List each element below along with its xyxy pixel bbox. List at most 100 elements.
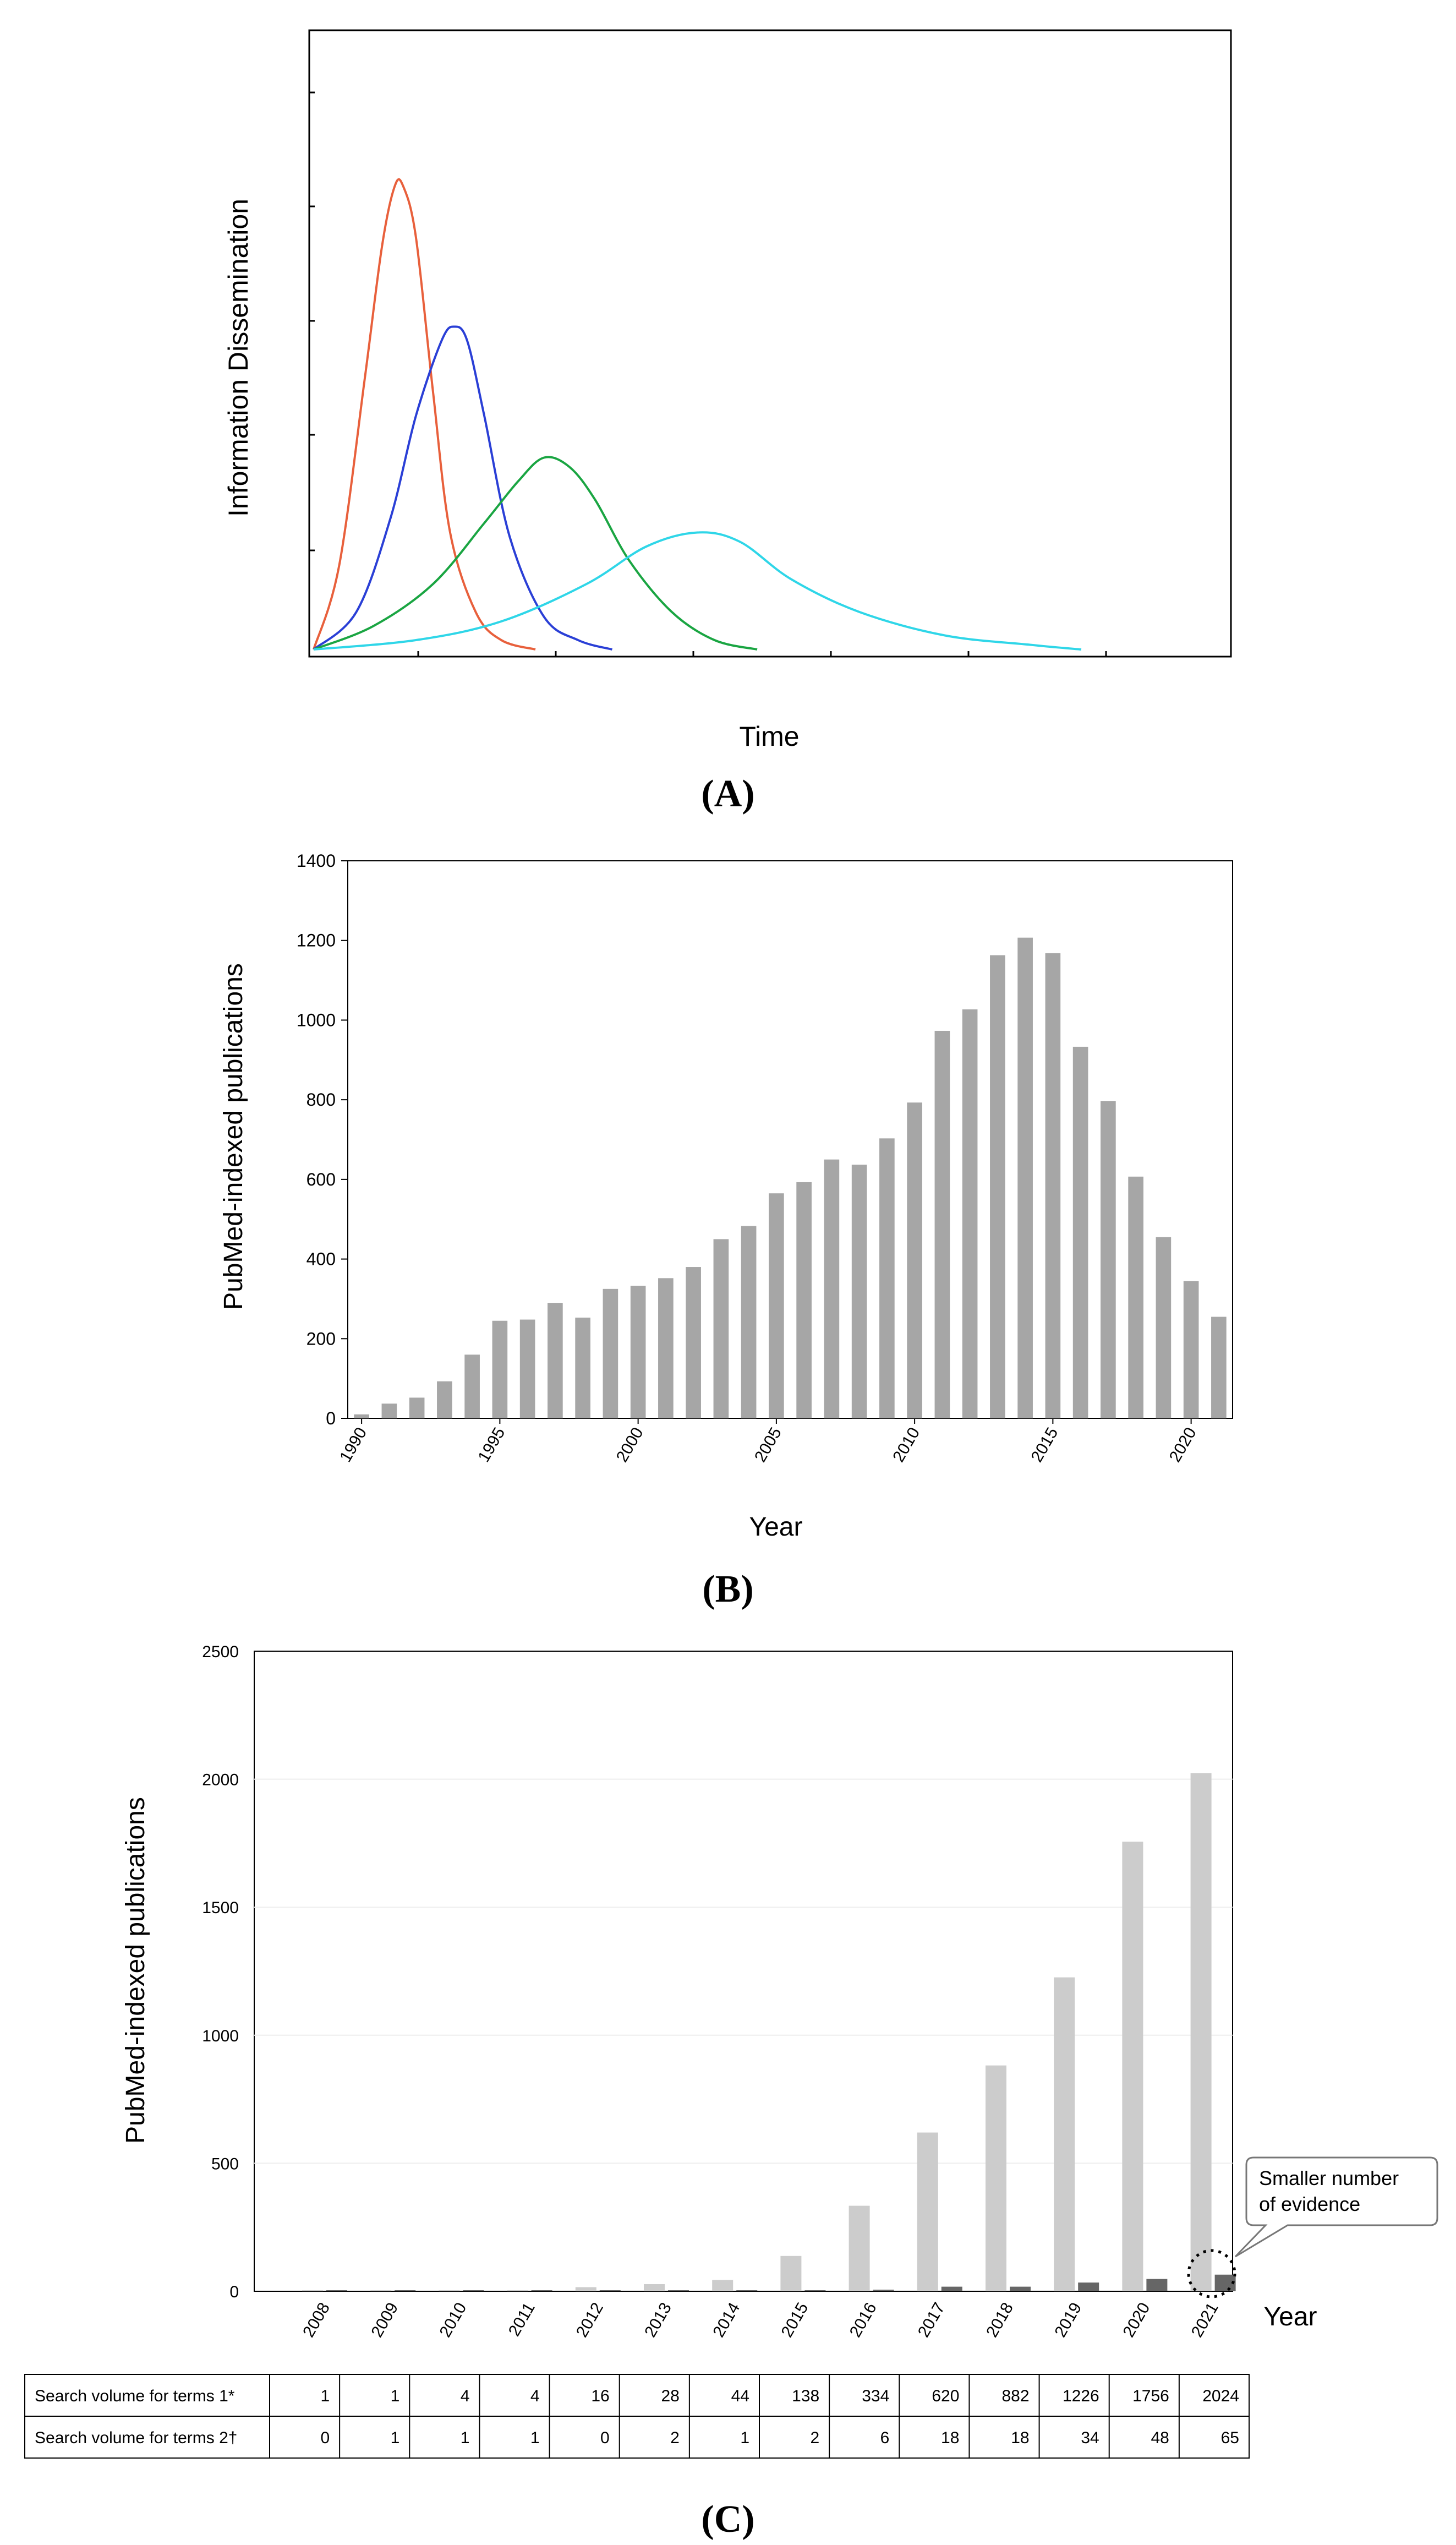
table-cell: 2 — [670, 2429, 680, 2447]
panel-b-xtick-label: 1990 — [336, 1424, 370, 1465]
panel-b-ytick-label: 200 — [306, 1329, 336, 1348]
panel-b-bar — [658, 1278, 674, 1418]
panel-b-x-ticks: 1990 1995 2000 2005 2010 2015 2020 — [336, 1418, 1200, 1465]
panel-c-ytick-label: 0 — [229, 2283, 239, 2301]
panel-b-bar — [548, 1303, 563, 1418]
panel-b-bar — [934, 1030, 950, 1418]
table-cell: 34 — [1081, 2429, 1099, 2447]
panel-c-xtick-label: 2016 — [846, 2300, 880, 2340]
panel-c-ytick-label: 2500 — [202, 1643, 239, 1661]
panel-c-label: (C) — [701, 2498, 754, 2541]
table-cell: 1226 — [1063, 2387, 1099, 2405]
panel-a-curve-4 — [313, 531, 1082, 651]
panel-c-bar-series-1 — [302, 2290, 323, 2291]
table-cell: 18 — [941, 2429, 959, 2447]
panel-b-bar — [381, 1403, 397, 1418]
panel-c-bar-series-1 — [712, 2280, 734, 2291]
panel-b-bar — [1072, 1046, 1088, 1418]
panel-b-bar — [603, 1288, 618, 1418]
table-cell: 1 — [320, 2387, 330, 2405]
panel-c-bar-series-2 — [326, 2290, 347, 2291]
panel-a-curves — [313, 178, 1082, 651]
panel-b-xtick-label: 2005 — [751, 1424, 785, 1465]
panel-c-bar-series-2 — [1146, 2279, 1168, 2291]
table-cell: 882 — [1002, 2387, 1030, 2405]
panel-b-bar — [519, 1319, 535, 1418]
panel-b: 0 200 400 600 800 1000 1200 1400 1990 1995 2000 20… — [219, 851, 1233, 1610]
panel-c-bar-series-1 — [849, 2205, 870, 2291]
panel-c-annotation: Smaller number of evidence — [1187, 2156, 1438, 2298]
panel-c-bar-series-2 — [599, 2290, 621, 2291]
panel-b-plot-frame — [347, 860, 1233, 1419]
panel-a-label: (A) — [701, 773, 754, 815]
panel-b-bar — [879, 1138, 895, 1418]
panel-c-plot-frame — [254, 1651, 1233, 2292]
table-cell: 65 — [1221, 2429, 1239, 2447]
panel-c-bar-series-2 — [736, 2290, 758, 2291]
panel-b-bar — [1101, 1101, 1116, 1418]
panel-b-bar — [492, 1320, 508, 1418]
panel-c-data-table: Search volume for terms 1* 1 1 4 4 16 28 44 138 3… — [24, 2374, 1250, 2459]
table-cell: 334 — [862, 2387, 889, 2405]
panel-c-ytick-label: 1500 — [202, 1899, 239, 1917]
panel-b-ytick-label: 1200 — [297, 931, 336, 951]
panel-b-bar — [1156, 1237, 1172, 1418]
panel-c-xtick-label: 2011 — [505, 2300, 539, 2339]
panel-b-bar — [796, 1182, 812, 1418]
panel-b-xtick-label: 1995 — [474, 1424, 508, 1465]
panel-c-bar-series-2 — [668, 2290, 689, 2291]
panel-b-bar — [741, 1226, 757, 1418]
table-cell: 1 — [530, 2429, 540, 2447]
panel-b-ytick-label: 400 — [306, 1249, 336, 1269]
panel-b-bar — [464, 1355, 480, 1418]
panel-b-xtick-label: 2015 — [1027, 1424, 1061, 1465]
panel-c-bar-series-1 — [644, 2284, 665, 2291]
table-cell: 1 — [740, 2429, 749, 2447]
panel-a-y-ticks — [309, 91, 315, 551]
panel-b-bar — [990, 955, 1005, 1418]
panel-b-bar — [1017, 937, 1033, 1418]
panel-c-ylabel: PubMed-indexed publications — [121, 1797, 150, 2144]
table-cell: 4 — [530, 2387, 540, 2405]
panel-c-ytick-label: 2000 — [202, 1771, 239, 1789]
panel-c-bar-series-1 — [575, 2287, 596, 2291]
panel-c-y-axis: 0 500 1000 1500 2000 2500 — [202, 1643, 1233, 2301]
panel-b-ytick-label: 0 — [326, 1408, 336, 1428]
table-cell: 1756 — [1132, 2387, 1169, 2405]
panel-c-bar-series-2 — [873, 2290, 894, 2291]
panel-c-bar-series-2 — [395, 2290, 416, 2291]
panel-c-bar-series-1 — [1190, 1773, 1212, 2291]
panel-a-ylabel: Information Dissemination — [223, 199, 254, 517]
panel-c-xtick-label: 2017 — [915, 2300, 949, 2340]
panel-b-bar — [1183, 1281, 1199, 1418]
table-cell: 620 — [932, 2387, 959, 2405]
panel-c-xtick-label: 2012 — [573, 2300, 607, 2340]
panel-c-bars — [302, 1773, 1236, 2291]
panel-a-plot-frame — [308, 29, 1232, 658]
table-row-label: Search volume for terms 2† — [35, 2429, 237, 2447]
panel-b-bar — [713, 1239, 729, 1418]
panel-b-ylabel: PubMed-indexed publications — [219, 963, 248, 1310]
panel-b-bar — [851, 1165, 867, 1418]
panel-c-bar-series-1 — [986, 2065, 1006, 2291]
table-cell: 28 — [661, 2387, 679, 2405]
panel-b-bar — [824, 1159, 840, 1418]
panel-b-xtick-label: 2020 — [1166, 1424, 1200, 1465]
table-cell: 16 — [591, 2387, 609, 2405]
panel-b-label: (B) — [702, 1568, 753, 1610]
panel-c-bar-series-2 — [1078, 2282, 1099, 2291]
panel-b-ytick-label: 1000 — [297, 1010, 336, 1030]
panel-c-xtick-label: 2021 — [1188, 2300, 1222, 2340]
panel-c-bar-series-2 — [1010, 2286, 1031, 2291]
panel-a-xlabel: Time — [739, 721, 799, 752]
panel-b-bar — [630, 1286, 646, 1418]
table-cell: 0 — [320, 2429, 330, 2447]
table-cell: 2024 — [1202, 2387, 1239, 2405]
panel-b-bar — [437, 1381, 452, 1418]
panel-b-xtick-label: 2010 — [889, 1424, 923, 1465]
panel-c-xtick-label: 2018 — [983, 2300, 1017, 2340]
table-cell: 0 — [600, 2429, 610, 2447]
table-cell: 1 — [461, 2429, 470, 2447]
